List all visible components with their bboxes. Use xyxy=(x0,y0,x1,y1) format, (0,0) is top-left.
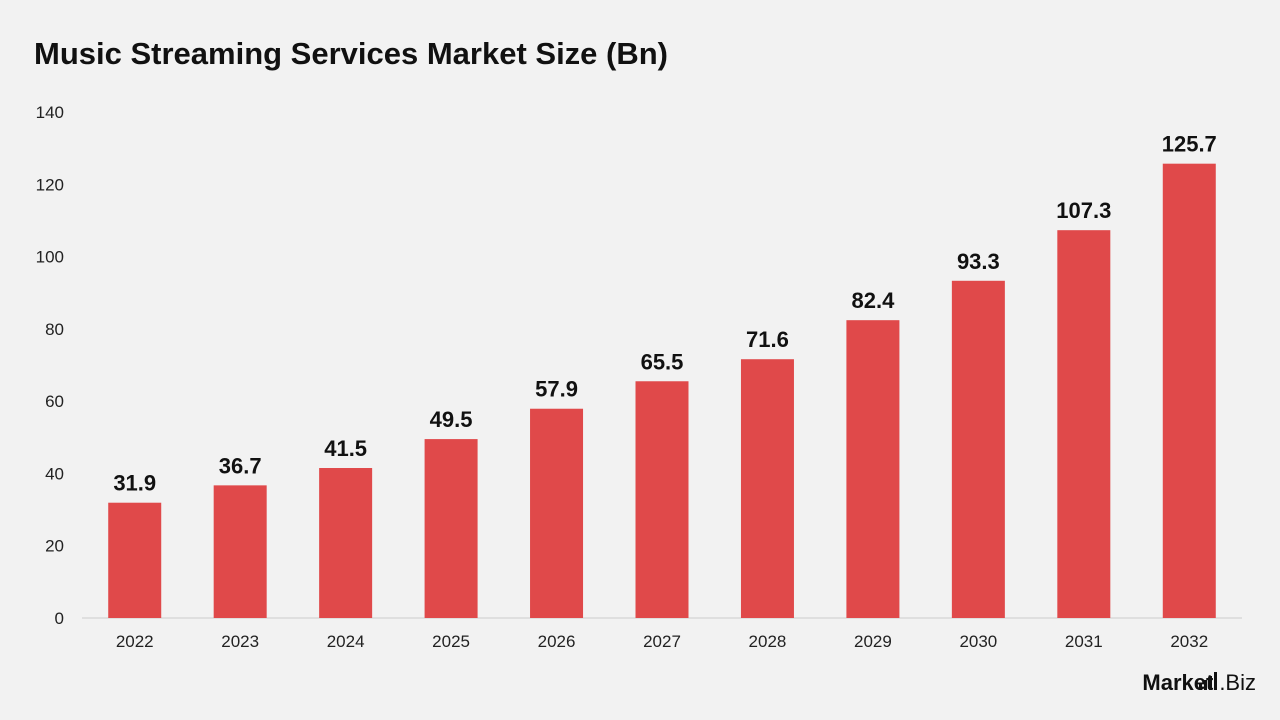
x-tick-label: 2031 xyxy=(1065,632,1103,651)
data-label: 125.7 xyxy=(1162,132,1217,157)
bar-2030 xyxy=(951,280,1005,618)
y-tick-label: 80 xyxy=(45,320,64,339)
chart-title: Music Streaming Services Market Size (Bn… xyxy=(34,36,669,71)
data-label: 82.4 xyxy=(851,288,895,313)
bar-2029 xyxy=(846,320,900,618)
y-tick-label: 0 xyxy=(55,609,64,628)
y-tick-label: 100 xyxy=(36,248,64,267)
data-label: 57.9 xyxy=(535,377,578,402)
bar-2026 xyxy=(530,408,584,618)
y-tick-label: 120 xyxy=(36,175,64,194)
bar-2025 xyxy=(424,439,478,618)
y-tick-label: 20 xyxy=(45,537,64,556)
data-label: 93.3 xyxy=(957,249,1000,274)
x-tick-label: 2027 xyxy=(643,632,681,651)
signal-bars-icon xyxy=(1199,672,1218,690)
x-tick-label: 2023 xyxy=(221,632,259,651)
bar-2031 xyxy=(1057,230,1111,619)
x-tick-label: 2032 xyxy=(1170,632,1208,651)
data-label: 41.5 xyxy=(324,436,367,461)
x-tick-label: 2028 xyxy=(749,632,787,651)
y-tick-label: 140 xyxy=(36,103,64,122)
marketbiz-logo: Market .Biz xyxy=(1142,670,1256,696)
y-tick-label: 40 xyxy=(45,464,64,483)
x-tick-label: 2024 xyxy=(327,632,365,651)
bar-2023 xyxy=(213,485,267,618)
bar-2032 xyxy=(1162,163,1216,619)
bar-2022 xyxy=(108,502,162,618)
y-tick-label: 60 xyxy=(45,392,64,411)
x-tick-label: 2025 xyxy=(432,632,470,651)
x-tick-label: 2030 xyxy=(959,632,997,651)
x-tick-label: 2026 xyxy=(538,632,576,651)
x-tick-label: 2022 xyxy=(116,632,154,651)
data-label: 49.5 xyxy=(430,407,473,432)
data-label: 36.7 xyxy=(219,453,262,478)
brand-name-part1: Market xyxy=(1142,670,1214,695)
bar-2024 xyxy=(319,468,373,618)
data-label: 31.9 xyxy=(113,471,156,496)
data-label: 71.6 xyxy=(746,327,789,352)
x-tick-label: 2029 xyxy=(854,632,892,651)
bar-2027 xyxy=(635,381,689,618)
data-label: 107.3 xyxy=(1056,198,1111,223)
data-label: 65.5 xyxy=(641,349,684,374)
brand-name-part2: .Biz xyxy=(1219,670,1256,695)
bar-2028 xyxy=(740,359,794,618)
